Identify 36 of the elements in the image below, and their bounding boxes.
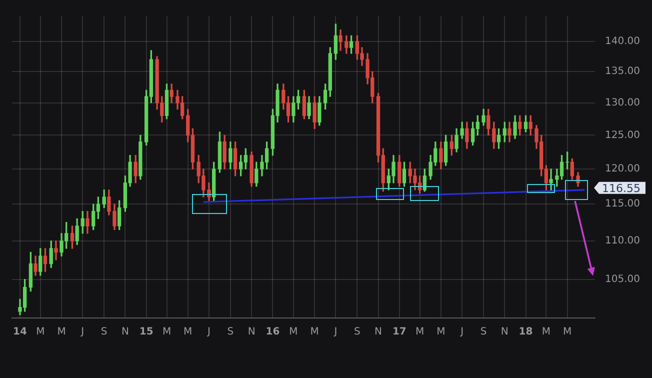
x-tick-label: J [80,326,84,338]
x-tick-label: 14 [13,326,27,338]
y-tick-label: 130.00 [605,97,640,108]
x-tick-label: M [36,326,45,338]
x-tick-label: 18 [518,326,533,338]
x-tick-label: M [184,326,192,338]
x-tick-label: N [500,326,508,338]
y-tick-label: 140.00 [605,36,640,48]
x-tick-label: J [206,326,210,338]
x-tick-label: 15 [139,326,154,338]
x-tick-label: M [542,326,551,338]
y-tick-label: 135.00 [605,66,640,78]
x-tick-label: M [562,326,572,338]
x-tick-label: M [289,326,298,338]
text: 116.55 [602,182,640,195]
y-tick-label: 115.00 [605,198,640,210]
y-tick-label: 105.00 [605,274,640,285]
x-tick-label: S [227,326,234,338]
y-tick-label: 120.00 [605,164,640,175]
x-tick-label: J [460,326,464,338]
x-tick-label: M [57,326,66,338]
x-tick-label: M [310,326,319,338]
x-tick-label: N [374,326,382,338]
x-tick-label: M [416,326,424,338]
x-tick-label: S [100,326,108,338]
x-tick-label: 17 [392,326,406,338]
x-tick-label: M [436,326,446,338]
y-tick-label: 110.00 [605,235,640,246]
x-tick-label: 16 [266,326,280,338]
x-tick-label: S [354,326,360,338]
y-tick-label: 125.00 [605,130,640,141]
x-tick-label: S [480,326,487,338]
x-tick-label: J [333,326,338,338]
x-tick-label: N [121,326,129,338]
x-tick-label: N [248,326,256,338]
x-tick-label: M [162,326,172,338]
